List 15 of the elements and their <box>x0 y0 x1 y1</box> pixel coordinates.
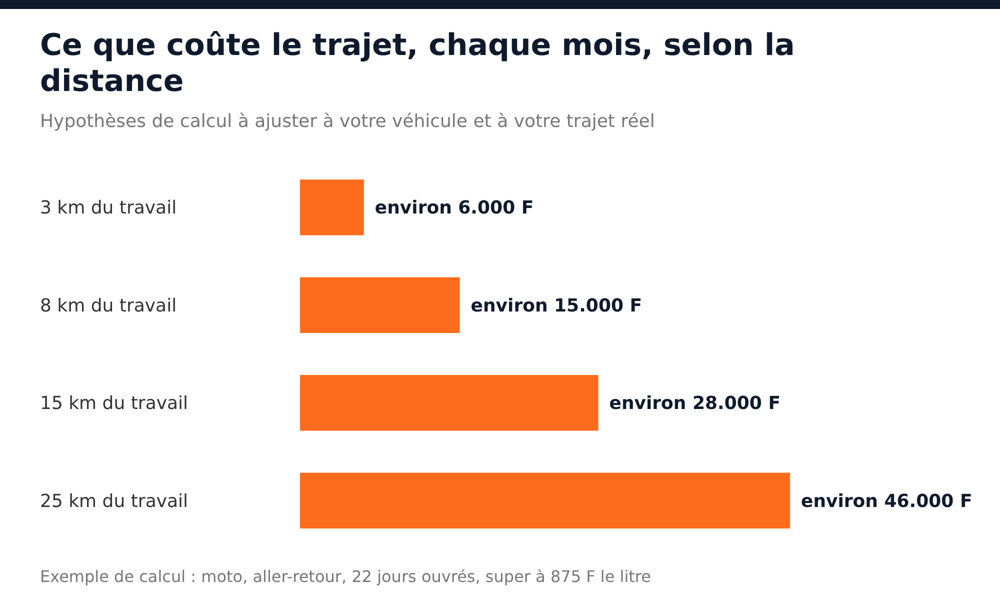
bar <box>300 472 790 528</box>
chart-subtitle: Hypothèses de calcul à ajuster à votre véhicule et à votre trajet réel <box>40 111 655 132</box>
bar <box>300 180 364 236</box>
y-tick-label: 25 km du travail <box>40 490 188 512</box>
data-label: environ 6.000 F <box>374 198 534 219</box>
text: Exemple de calcul : moto, aller-retour, 22 jours ouvrés, super à 875 F le litre <box>40 567 651 586</box>
data-label: environ 15.000 F <box>470 295 642 316</box>
y-tick-label: 15 km du travail <box>40 393 188 414</box>
data-label: environ 46.000 F <box>801 490 972 512</box>
chart-title: Ce que coûte le trajet, chaque mois, selon la distance <box>40 28 796 100</box>
bar <box>300 277 460 333</box>
y-tick-label: 3 km du travail <box>40 198 177 219</box>
data-label: environ 28.000 F <box>609 393 781 414</box>
y-tick-label: 8 km du travail <box>40 295 177 316</box>
bar <box>300 375 598 431</box>
